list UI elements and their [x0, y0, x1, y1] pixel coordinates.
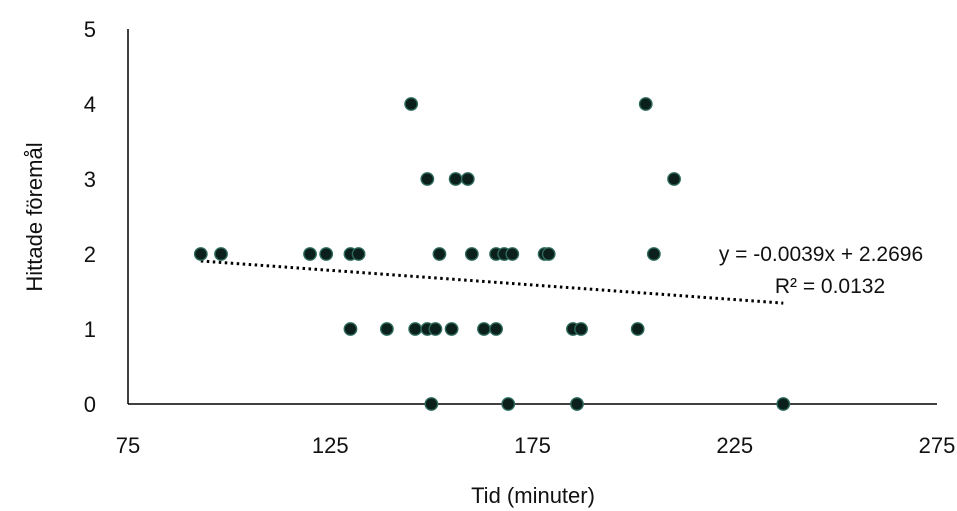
y-tick-label: 0	[84, 392, 96, 417]
scatter-point	[646, 247, 661, 261]
trendline-group	[200, 259, 784, 305]
scatter-point	[505, 247, 520, 261]
scatter-point	[448, 172, 463, 186]
y-tick-label: 1	[84, 317, 96, 342]
trendline-r-squared: R² = 0.0132	[775, 275, 885, 298]
scatter-point	[214, 247, 228, 261]
scatter-point	[574, 322, 588, 336]
scatter-point	[630, 322, 645, 336]
x-tick-label: 275	[919, 433, 956, 458]
x-tick-label: 175	[514, 433, 551, 458]
scatter-point	[667, 172, 681, 186]
scatter-point	[501, 397, 516, 411]
scatter-point	[424, 397, 439, 411]
y-tick-label: 3	[84, 167, 96, 192]
scatter-point	[541, 247, 556, 261]
y-tick-label: 5	[84, 17, 96, 42]
scatter-point	[303, 247, 317, 261]
scatter-point	[776, 397, 791, 411]
scatter-point	[460, 172, 475, 186]
y-tick-labels: 0 1 2 3 4 5	[84, 17, 96, 417]
scatter-point	[570, 397, 584, 411]
scatter-point	[351, 247, 366, 261]
x-tick-label: 225	[716, 433, 753, 458]
x-axis-title: Tid (minuter)	[471, 483, 595, 508]
scatter-point	[638, 97, 653, 111]
scatter-point	[432, 247, 447, 261]
data-points	[193, 97, 791, 411]
y-axis-title: Hittade föremål	[22, 142, 47, 291]
scatter-point	[464, 247, 479, 261]
scatter-point	[428, 322, 443, 336]
scatter-point	[343, 322, 358, 336]
trendline	[200, 259, 784, 305]
scatter-point	[319, 247, 334, 261]
x-tick-label: 75	[116, 433, 140, 458]
scatter-point	[420, 172, 435, 186]
scatter-point	[404, 97, 419, 111]
scatter-point	[193, 247, 208, 261]
scatter-point	[408, 322, 423, 336]
scatter-point	[444, 322, 459, 336]
y-tick-label: 2	[84, 242, 96, 267]
scatter-point	[477, 322, 491, 336]
trendline-equation: y = -0.0039x + 2.2696	[719, 243, 923, 266]
axes	[127, 29, 937, 405]
scatter-point	[489, 322, 503, 336]
x-tick-labels: 75 125 175 225 275	[116, 433, 956, 458]
y-tick-label: 4	[84, 92, 96, 117]
x-tick-label: 125	[312, 433, 349, 458]
scatter-point	[379, 322, 394, 336]
